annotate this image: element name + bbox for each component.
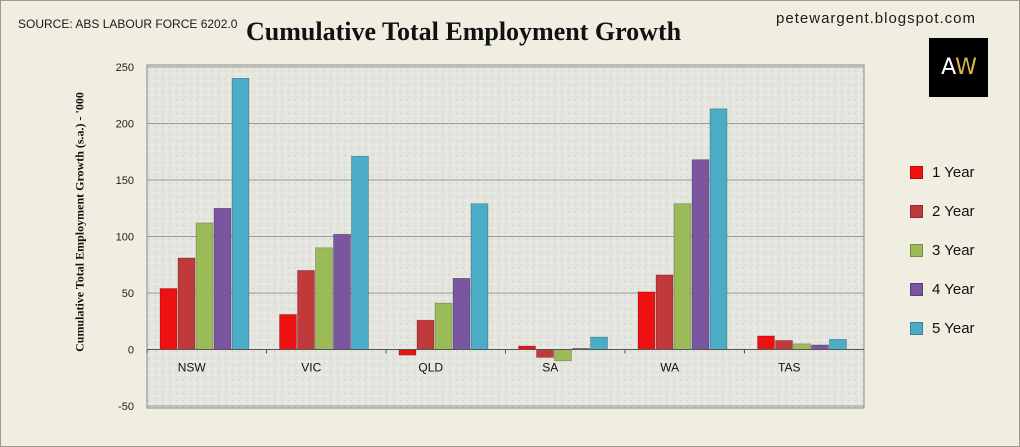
- x-category-label: TAS: [778, 361, 800, 375]
- legend-swatch: [910, 283, 923, 296]
- legend-item: 4 Year: [910, 270, 975, 309]
- x-category-label: VIC: [301, 361, 321, 375]
- x-category-label: WA: [660, 361, 679, 375]
- legend-swatch: [910, 205, 923, 218]
- bar-sa-1-year: [518, 345, 536, 350]
- legend-label: 1 Year: [932, 164, 975, 181]
- bar-nsw-1-year: [159, 288, 178, 350]
- bar-nsw-5-year: [231, 78, 250, 350]
- legend-item: 1 Year: [910, 153, 975, 192]
- y-tick-label: 100: [116, 232, 134, 244]
- legend: 1 Year 2 Year 3 Year 4 Year 5 Year: [910, 153, 975, 348]
- bar-sa-2-year: [536, 349, 554, 358]
- y-tick-label: -50: [118, 401, 134, 413]
- bar-wa-4-year: [691, 159, 710, 350]
- y-tick-label: 0: [128, 345, 134, 357]
- logo-letter-w: W: [955, 55, 977, 80]
- logo-letter-a: A: [941, 55, 956, 80]
- y-tick-label: 50: [122, 288, 134, 300]
- bar-qld-5-year: [470, 203, 489, 350]
- bar-vic-1-year: [279, 314, 297, 350]
- x-category-label: QLD: [418, 361, 443, 375]
- legend-swatch: [910, 322, 923, 335]
- bar-vic-3-year: [315, 247, 333, 350]
- bar-sa-5-year: [590, 336, 608, 350]
- bar-wa-2-year: [655, 274, 674, 350]
- legend-label: 4 Year: [932, 281, 975, 298]
- legend-swatch: [910, 166, 923, 179]
- bar-qld-3-year: [434, 302, 453, 350]
- legend-label: 5 Year: [932, 320, 975, 337]
- bar-tas-2-year: [775, 340, 793, 350]
- bar-wa-1-year: [637, 291, 656, 350]
- bar-tas-3-year: [793, 343, 811, 350]
- bar-tas-4-year: [811, 344, 829, 350]
- bar-nsw-4-year: [213, 207, 232, 350]
- bar-qld-4-year: [452, 278, 471, 350]
- legend-item: 2 Year: [910, 192, 975, 231]
- bar-qld-1-year: [398, 349, 417, 356]
- bar-vic-5-year: [351, 155, 369, 350]
- legend-item: 3 Year: [910, 231, 975, 270]
- bar-tas-1-year: [757, 335, 775, 350]
- bar-wa-5-year: [709, 108, 728, 350]
- x-category-label: SA: [542, 361, 558, 375]
- bar-tas-5-year: [829, 339, 847, 350]
- bar-wa-3-year: [673, 203, 692, 350]
- y-tick-label: 250: [116, 62, 134, 74]
- bar-nsw-3-year: [195, 222, 214, 350]
- y-tick-label: 200: [116, 119, 134, 131]
- bar-sa-3-year: [554, 349, 572, 362]
- x-category-label: NSW: [178, 361, 207, 375]
- bar-qld-2-year: [416, 319, 435, 350]
- legend-swatch: [910, 244, 923, 257]
- source-note: SOURCE: ABS LABOUR FORCE 6202.0: [18, 17, 238, 31]
- y-tick-label: 150: [116, 175, 134, 187]
- blog-link[interactable]: petewargent.blogspot.com: [776, 10, 976, 27]
- legend-label: 2 Year: [932, 203, 975, 220]
- bar-nsw-2-year: [177, 257, 196, 350]
- chart-title: Cumulative Total Employment Growth: [246, 17, 682, 46]
- legend-item: 5 Year: [910, 309, 975, 348]
- bar-vic-2-year: [297, 270, 315, 350]
- bar-vic-4-year: [333, 233, 351, 350]
- legend-label: 3 Year: [932, 242, 975, 259]
